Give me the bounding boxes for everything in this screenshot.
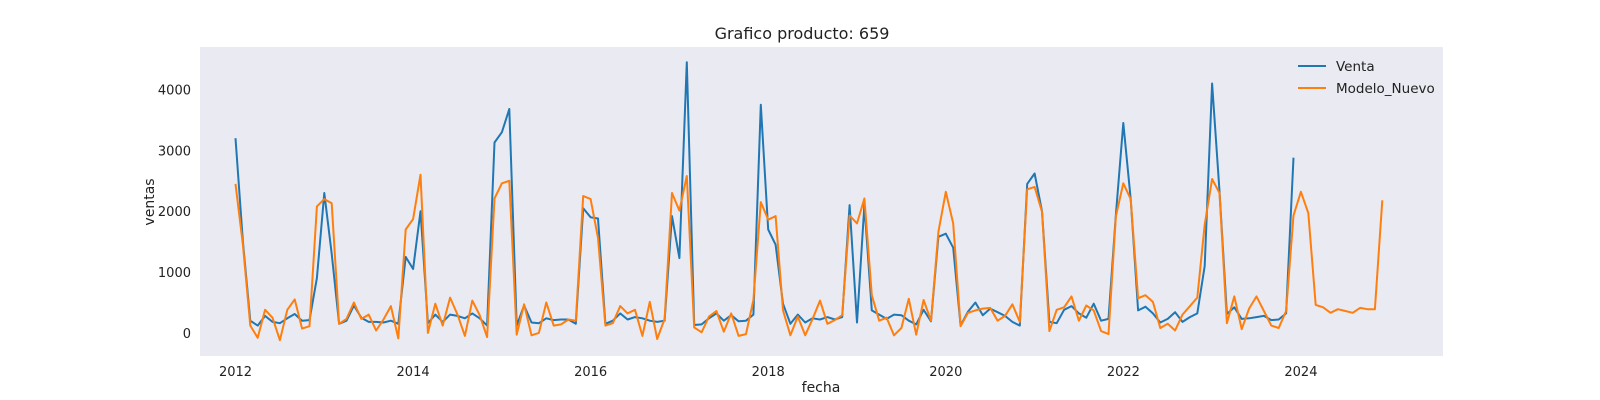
y-axis-label: ventas xyxy=(142,178,158,225)
legend-label-venta: Venta xyxy=(1336,59,1375,75)
x-tick-label: 2016 xyxy=(574,365,607,380)
series-line-venta xyxy=(234,61,1295,327)
x-tick-label: 2018 xyxy=(752,365,785,380)
y-axis-ticks: 0 1000 2000 3000 4000 xyxy=(158,84,191,342)
y-tick-label: 1000 xyxy=(158,266,191,281)
x-tick-label: 2014 xyxy=(397,365,430,380)
series-lines xyxy=(234,61,1384,342)
legend: Venta Modelo_Nuevo xyxy=(1298,59,1435,97)
x-tick-label: 2020 xyxy=(929,365,962,380)
x-tick-label: 2022 xyxy=(1107,365,1140,380)
x-axis-label: fecha xyxy=(802,380,841,396)
plot-area xyxy=(200,47,1443,356)
y-tick-label: 4000 xyxy=(158,84,191,99)
series-line-modelo-nuevo xyxy=(234,173,1384,342)
x-axis-ticks: 2012 2014 2016 2018 2020 2022 2024 xyxy=(219,365,1318,380)
x-tick-label: 2024 xyxy=(1284,365,1317,380)
y-tick-label: 3000 xyxy=(158,144,191,159)
x-tick-label: 2012 xyxy=(219,365,252,380)
y-tick-label: 2000 xyxy=(158,205,191,220)
chart-title: Grafico producto: 659 xyxy=(715,24,890,43)
y-tick-label: 0 xyxy=(183,327,191,342)
legend-label-modelo-nuevo: Modelo_Nuevo xyxy=(1336,81,1435,97)
